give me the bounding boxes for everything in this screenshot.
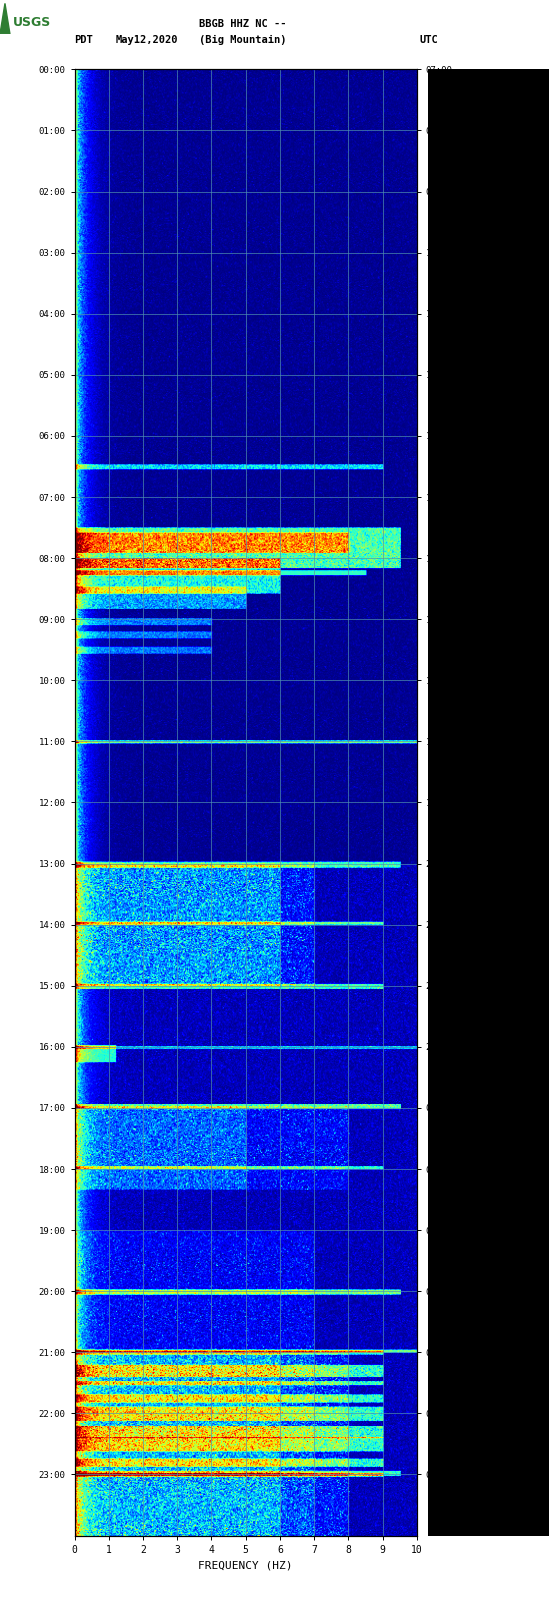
Text: BBGB HHZ NC --: BBGB HHZ NC -- xyxy=(199,19,286,29)
Text: May12,2020: May12,2020 xyxy=(116,35,178,45)
Polygon shape xyxy=(0,3,10,34)
Text: PDT: PDT xyxy=(75,35,93,45)
Text: (Big Mountain): (Big Mountain) xyxy=(199,35,286,45)
Text: USGS: USGS xyxy=(13,16,51,29)
X-axis label: FREQUENCY (HZ): FREQUENCY (HZ) xyxy=(198,1560,293,1569)
Text: UTC: UTC xyxy=(420,35,438,45)
